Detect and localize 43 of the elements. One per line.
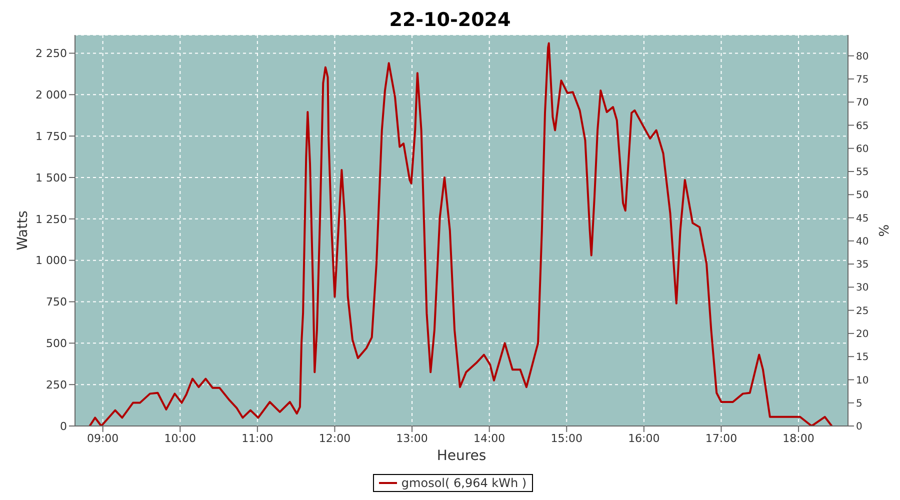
x-tick-label: 13:00 <box>396 432 428 445</box>
y2-tick-label: 20 <box>856 329 869 340</box>
x-tick-label: 18:00 <box>782 432 814 445</box>
y2-tick-label: 55 <box>856 167 869 178</box>
y2-tick-label: 15 <box>856 352 869 364</box>
y-tick-label: 1 500 <box>36 171 67 184</box>
x-tick-label: 11:00 <box>242 432 274 445</box>
y2-tick-label: 70 <box>856 98 869 109</box>
x-tick-label: 09:00 <box>86 432 119 445</box>
y2-tick-label: 80 <box>856 51 869 62</box>
y-tick-label: 750 <box>46 296 67 309</box>
x-tick-label: 17:00 <box>705 432 738 445</box>
y2-tick-label: 25 <box>856 306 869 317</box>
y-tick-label: 1 750 <box>36 130 67 143</box>
y-axis-title: Watts <box>14 210 31 250</box>
y2-tick-label: 60 <box>856 144 869 155</box>
x-tick-label: 10:00 <box>164 432 196 445</box>
x-tick-label: 16:00 <box>628 432 660 445</box>
y-tick-label: 1 000 <box>36 254 67 268</box>
y2-tick-label: 65 <box>856 120 869 132</box>
y-tick-label: 500 <box>46 337 67 350</box>
y-tick-label: 250 <box>46 378 67 392</box>
y-tick-label: 1 250 <box>36 212 67 226</box>
y-tick-label: 2 000 <box>36 88 67 102</box>
y-tick-label: 0 <box>60 420 67 433</box>
y2-tick-label: 50 <box>856 190 869 202</box>
y2-tick-label: 0 <box>856 422 862 433</box>
y2-tick-label: 35 <box>856 260 869 271</box>
x-tick-label: 15:00 <box>550 432 582 445</box>
y2-tick-label: 5 <box>856 398 862 410</box>
y2-axis-title: % <box>878 224 893 237</box>
y2-tick-label: 40 <box>856 236 869 248</box>
x-tick-label: 12:00 <box>318 432 351 445</box>
y2-tick-label: 10 <box>856 375 869 386</box>
legend-label: gmosol( 6,964 kWh ) <box>401 476 527 490</box>
y2-tick-label: 30 <box>856 282 869 294</box>
y2-tick-label: 75 <box>856 74 869 86</box>
y-tick-label: 2 250 <box>36 47 67 60</box>
line-series <box>88 42 833 426</box>
chart-title: 22-10-2024 <box>388 8 512 33</box>
y2-tick-label: 45 <box>856 213 869 224</box>
x-axis-title: Heures <box>436 448 486 464</box>
x-tick-label: 14:00 <box>473 432 506 445</box>
